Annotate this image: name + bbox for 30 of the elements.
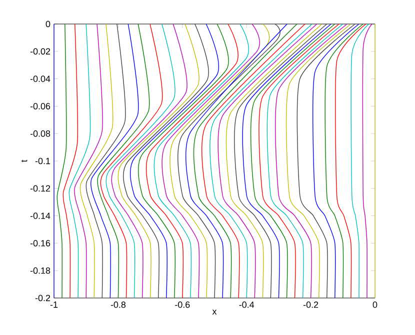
y-tick-label: -0.06 [30,103,50,110]
line-series [62,24,78,298]
x-tick-label: -0.2 [303,302,318,308]
line-series [74,24,103,298]
x-tick-label: -0.8 [110,302,126,308]
line-series [362,24,372,298]
x-tick-label: -0.4 [239,302,254,308]
line-series [86,24,126,298]
line-series [335,24,366,298]
y-tick-label: -0.02 [30,48,50,55]
y-tick-label: -0.18 [30,267,50,274]
y-tick-label: -0.2 [35,294,50,302]
x-axis-title: x [212,310,217,314]
y-tick-label: -0.14 [30,212,50,219]
line-series [97,24,150,298]
line-series [350,24,370,298]
line-series [68,24,91,298]
y-tick-label: -0.1 [35,158,50,164]
y-tick-label: -0.04 [30,76,50,82]
y-tick-label: -0.12 [30,185,50,192]
y-tick-label: -0.08 [30,130,50,137]
line-series [80,24,114,298]
line-series [56,24,67,298]
y-tick-label: -0.16 [30,240,50,246]
y-axis-title: t [21,160,28,162]
x-tick-label: -1 [50,302,58,308]
y-tick-label: 0 [46,20,50,28]
line-series [90,24,139,298]
x-tick-label: -0.6 [175,302,190,308]
x-tick-label: 0 [372,302,378,308]
